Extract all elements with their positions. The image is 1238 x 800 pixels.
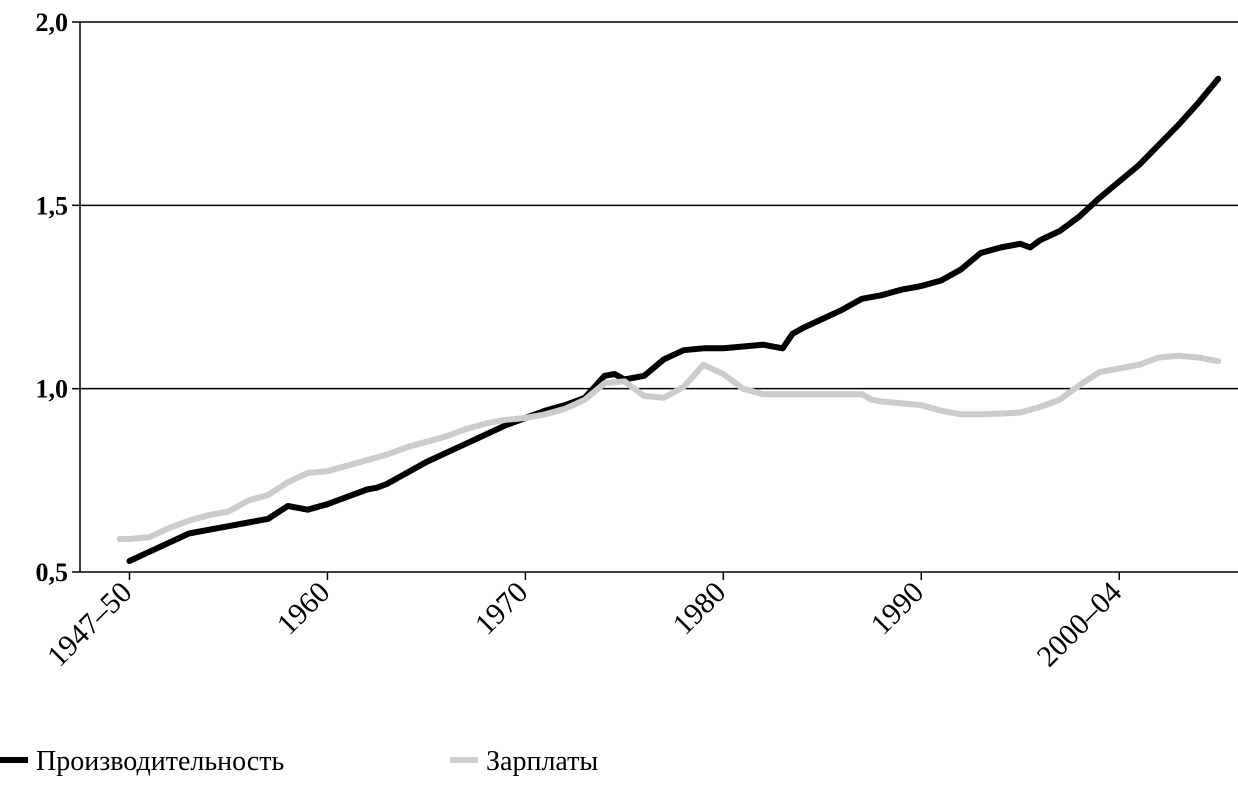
x-tick-label-4: 1990 [864, 576, 930, 642]
x-tick-label-5: 2000–04 [1031, 576, 1129, 674]
y-tick-label-3: 2,0 [36, 8, 69, 37]
y-tick-label-0: 0,5 [36, 558, 69, 587]
series-line-1 [116, 352, 1222, 542]
legend-label-1: Зарплаты [486, 746, 598, 777]
x-tick-label-0: 1947–50 [41, 576, 139, 674]
x-tick-label-1: 1960 [271, 576, 337, 642]
series-lines [116, 75, 1222, 564]
legend: Производительность Зарплаты [0, 746, 598, 777]
series-line-0 [126, 75, 1222, 564]
legend-label-0: Производительность [36, 746, 284, 777]
y-tick-label-1: 1,0 [36, 375, 69, 404]
x-tick-label-3: 1980 [667, 576, 733, 642]
grid-lines [80, 21, 1238, 390]
x-tick-label-2: 1970 [469, 576, 535, 642]
axes [72, 21, 1238, 580]
x-tick-labels: 1947–50 1960 1970 1980 1990 2000–04 [41, 576, 1128, 674]
y-tick-labels: 0,5 1,0 1,5 2,0 [36, 8, 69, 587]
y-tick-label-2: 1,5 [36, 191, 69, 220]
